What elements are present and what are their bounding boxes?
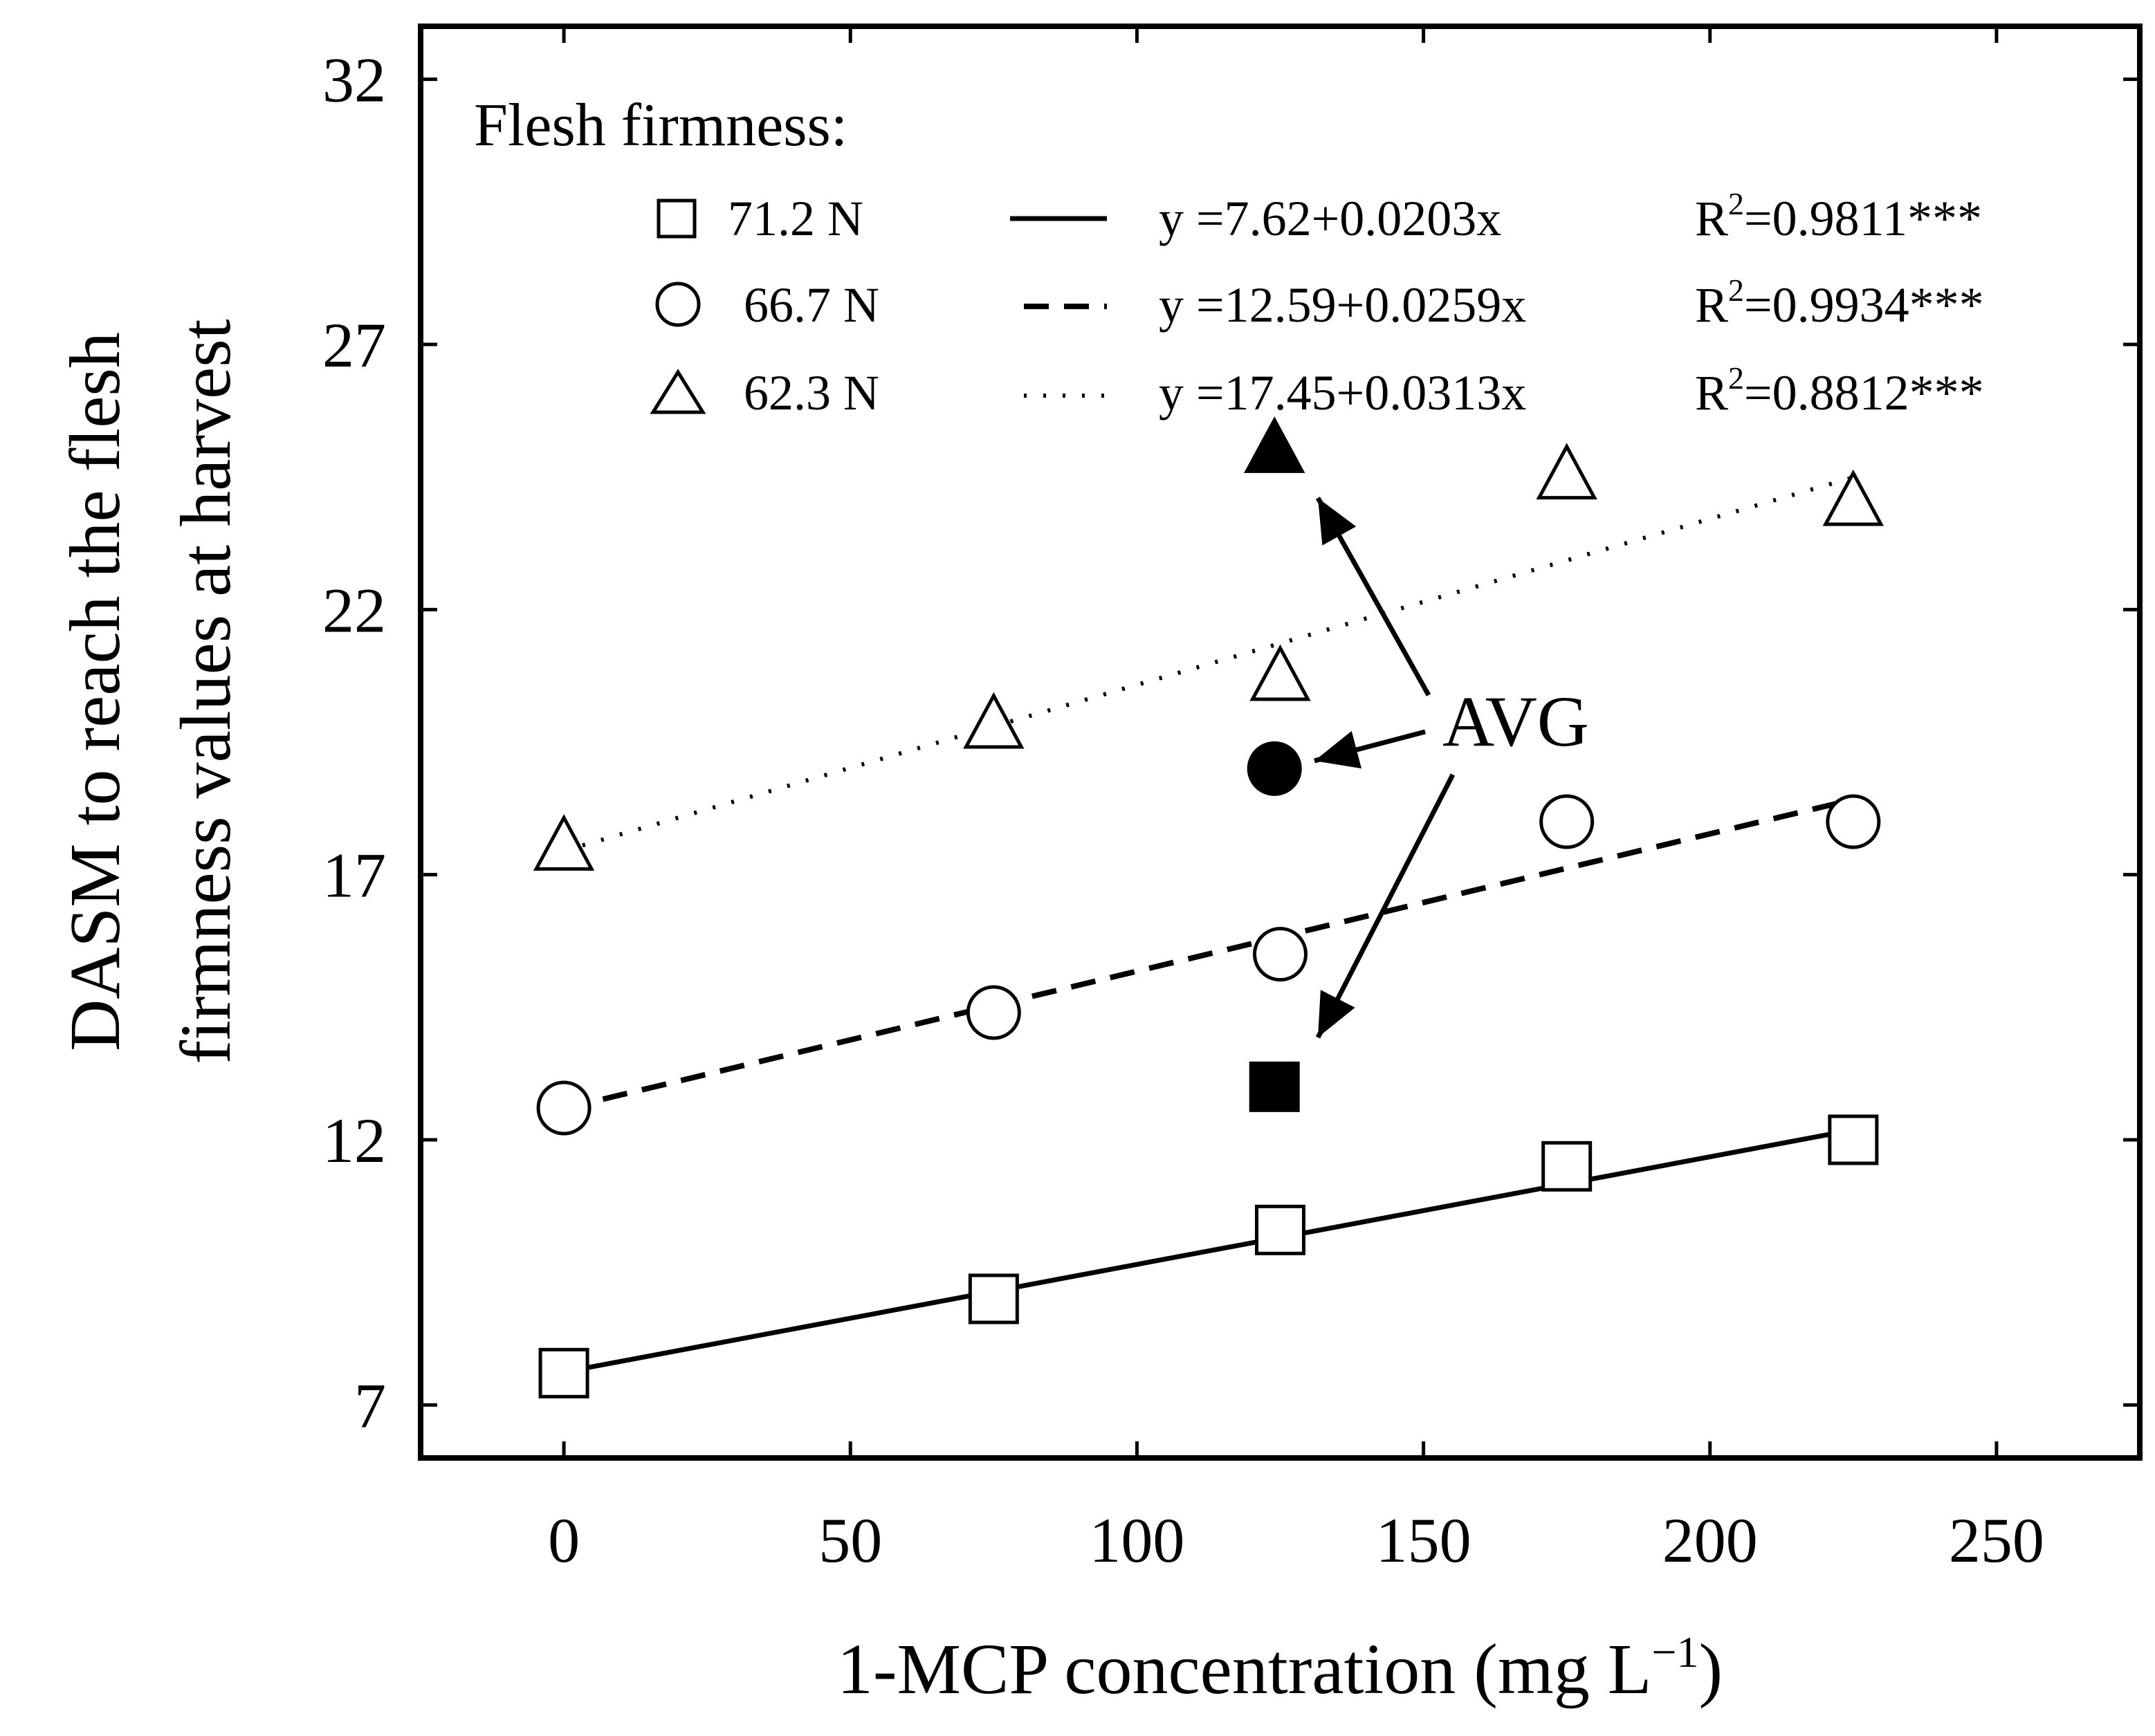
x-tick-label: 0 [548,1505,580,1576]
point-triangle [1536,443,1597,500]
x-tick-label: 250 [1949,1505,2044,1576]
avg-arrow-circle [1314,729,1426,769]
legend-r2-62-3: R2=0.8812*** [1695,360,1984,421]
y-tick-label: 27 [322,310,386,380]
point-circle [966,985,1021,1040]
point-square [1828,1114,1879,1165]
x-tick-label: 200 [1662,1505,1758,1576]
legend: Flesh firmness: 71.2 N y =7.62+0.0203x R… [474,92,1984,421]
avg-annotation: AVG [1314,497,1589,1039]
avg-point-triangle [1244,416,1305,473]
legend-label-62-3: 62.3 N [744,365,879,421]
y-axis-title-line-2: firmness values at harvest [166,319,246,1064]
y-axis-title-line-1: DASM to reach the flesh [55,332,135,1051]
avg-label: AVG [1442,682,1589,761]
avg-point-circle [1247,741,1302,796]
fit-line-solid [563,1127,1854,1375]
legend-label-71-2: 71.2 N [728,191,863,246]
avg-point-square [1249,1061,1300,1112]
avg-points [1244,416,1305,1112]
regression-lines [563,475,1854,1375]
y-tick-label: 32 [322,45,386,116]
point-triangle [1249,644,1311,701]
point-triangle [1822,469,1885,526]
y-tick-label: 12 [322,1105,386,1176]
legend-r2-66-7: R2=0.9934*** [1695,273,1984,333]
x-axis-title: 1-MCP concentration (mg L−1) [837,1627,1723,1709]
legend-r2-71-2: R2=0.9811*** [1695,186,1982,246]
point-circle [1539,794,1595,849]
avg-arrow-square [1315,773,1456,1039]
y-tick-label: 22 [322,575,386,645]
legend-equation-71-2: y =7.62+0.0203x [1159,191,1501,246]
x-tick-label: 100 [1089,1505,1184,1576]
plot-frame [418,24,2143,1461]
x-tick-label: 150 [1376,1505,1471,1576]
point-square [1255,1204,1305,1255]
point-square [968,1273,1019,1324]
legend-equation-62-3: y =17.45+0.0313x [1159,365,1526,421]
y-tick-label: 17 [322,840,386,911]
point-square [538,1347,589,1398]
avg-arrow-triangle [1315,497,1431,696]
point-triangle [963,692,1025,749]
legend-marker-square [657,198,697,239]
y-axis-title: DASM to reach the flesh firmness values … [55,319,246,1064]
point-circle [536,1080,592,1136]
legend-marker-circle [655,281,701,327]
data-points [533,443,1885,1398]
axis-ticks [421,26,2140,1458]
axis-tick-labels: 0 50 100 150 200 250 7 12 17 22 27 32 [322,45,2044,1576]
y-tick-label: 7 [354,1370,386,1441]
point-circle [1826,794,1881,849]
point-triangle [533,814,595,871]
x-tick-label: 50 [818,1505,882,1576]
legend-title: Flesh firmness: [474,92,847,159]
legend-label-66-7: 66.7 N [744,277,879,333]
point-circle [1253,927,1308,982]
fit-line-dotted [563,475,1854,853]
fit-line-dashed [563,797,1854,1111]
point-square [1541,1141,1593,1192]
legend-marker-triangle [650,369,706,414]
legend-equation-66-7: y =12.59+0.0259x [1159,277,1526,333]
